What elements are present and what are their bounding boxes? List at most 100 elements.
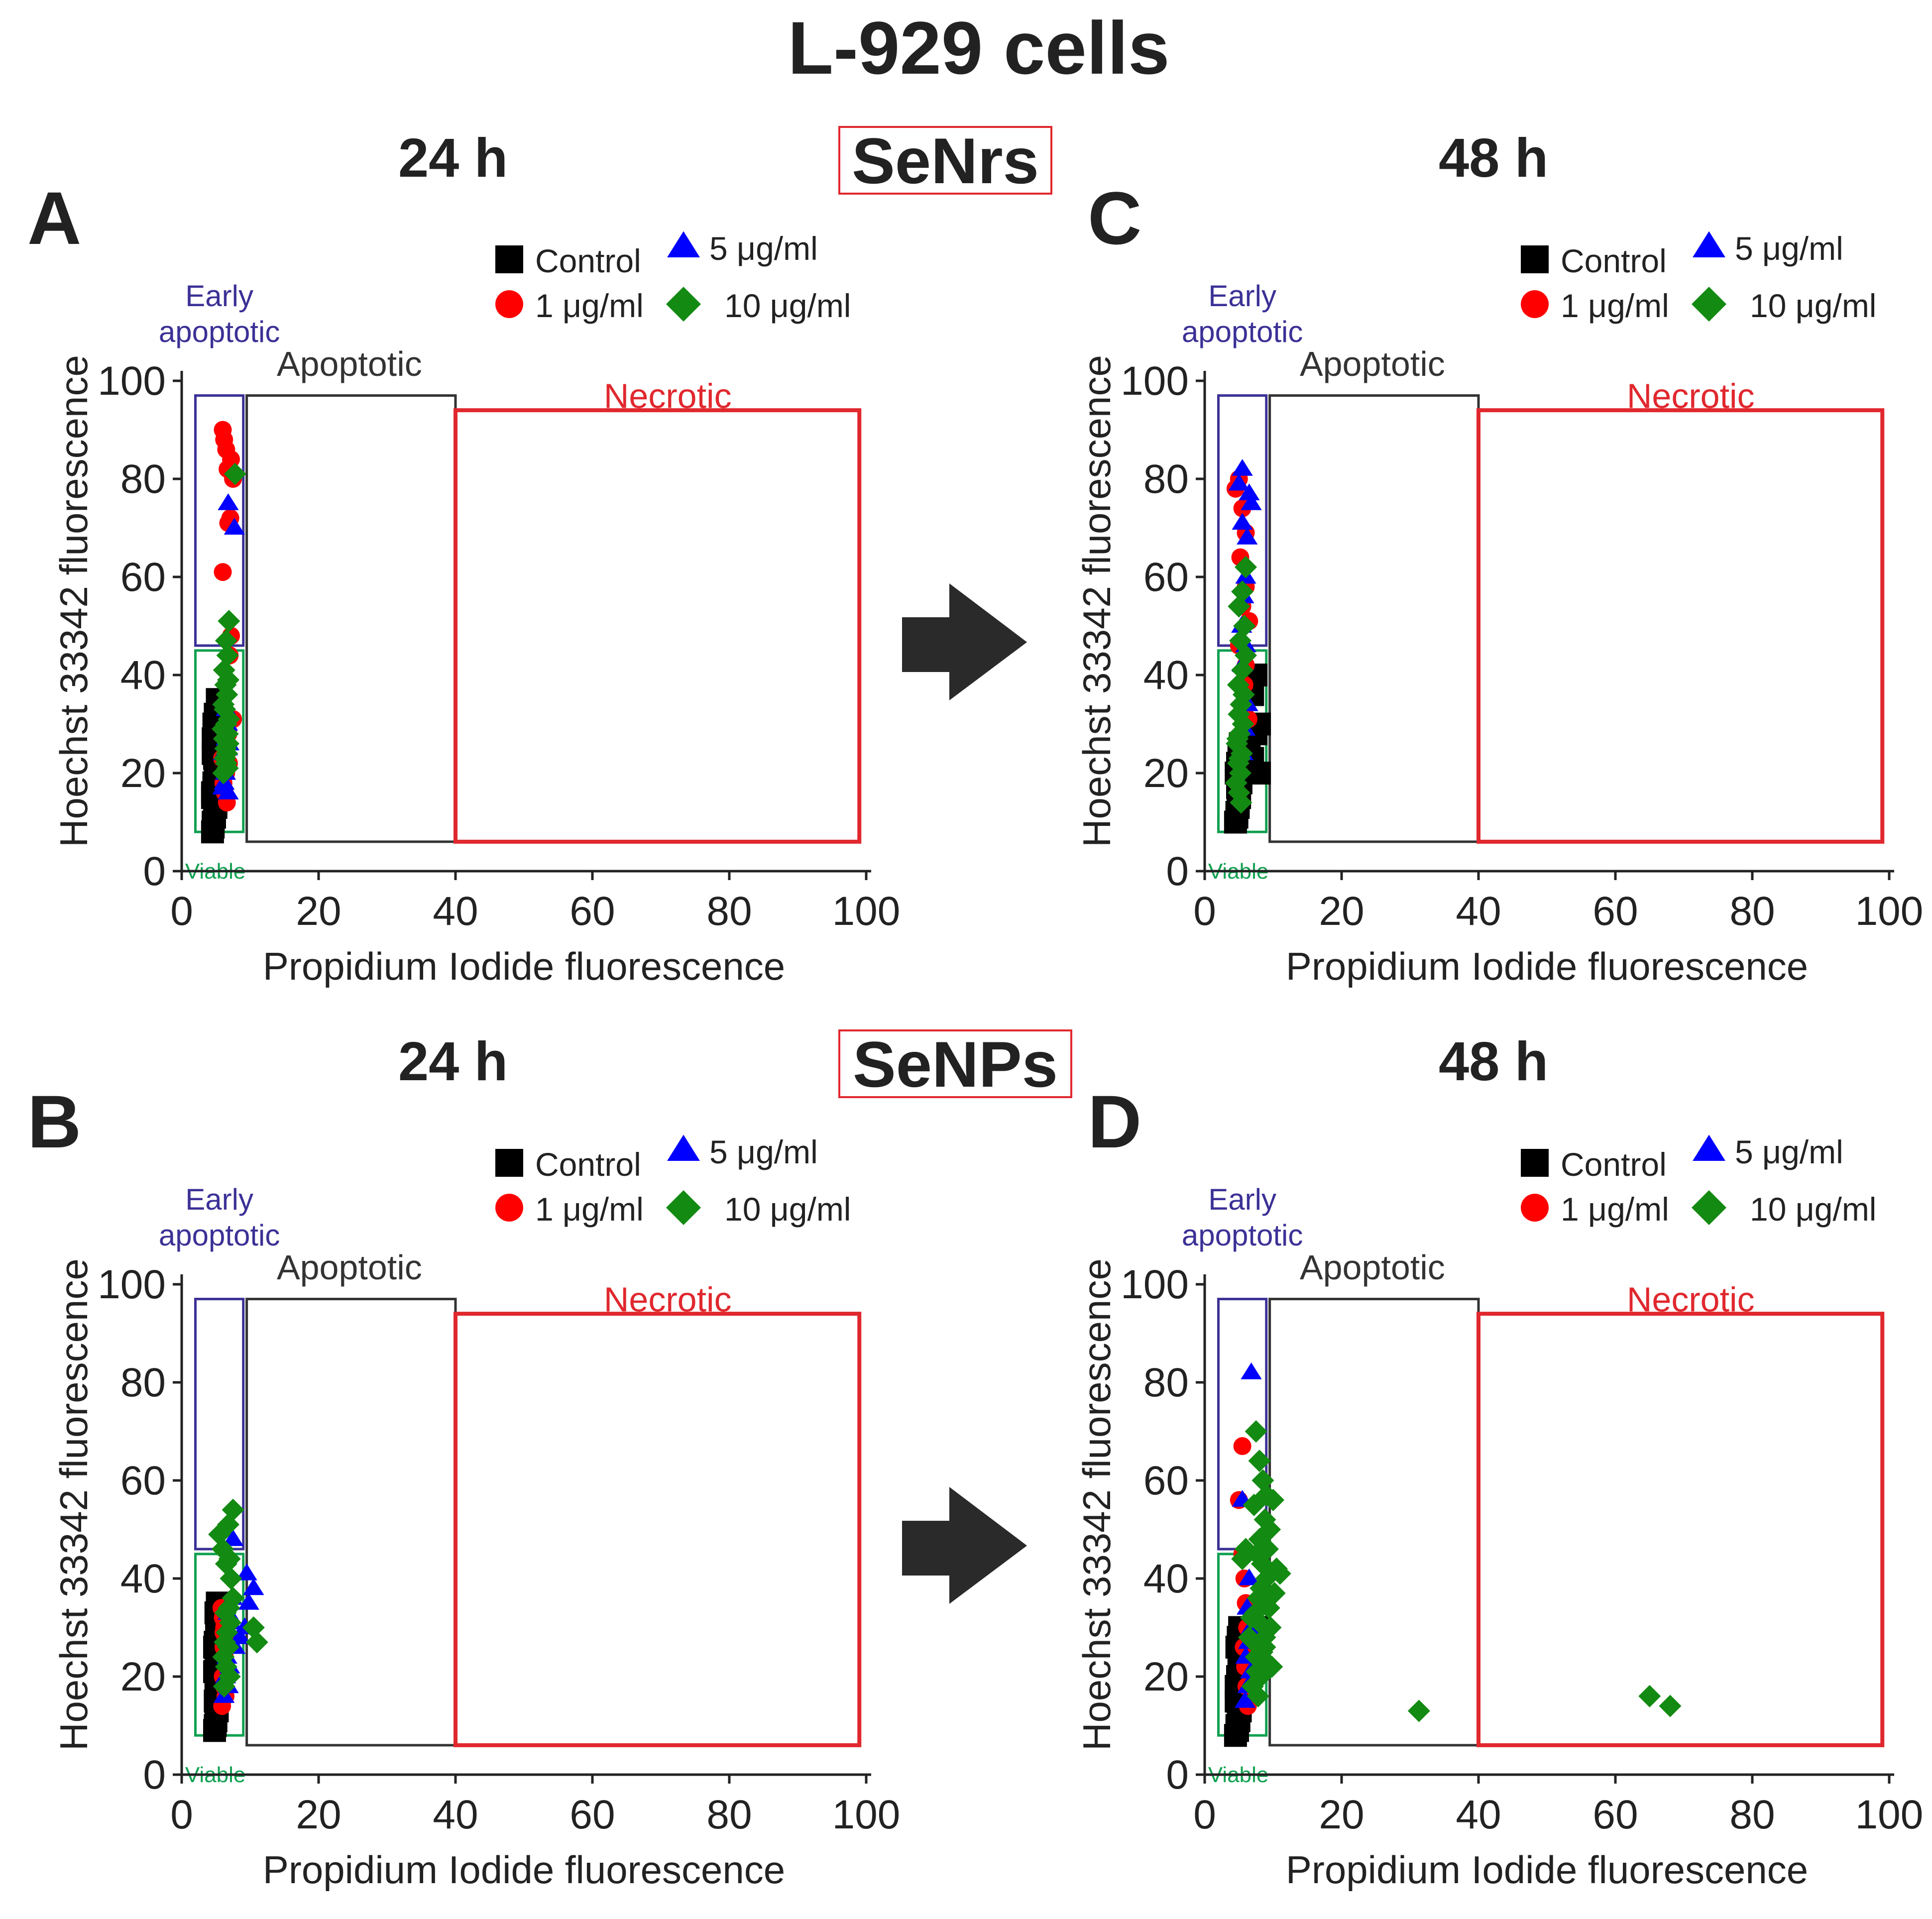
figure-title: L-929 cells: [788, 6, 1169, 90]
data-point: [1234, 1691, 1256, 1708]
x-tick-label: 20: [296, 889, 341, 934]
gate-label-early: Early: [185, 1183, 253, 1216]
gate-label-necrotic: Necrotic: [604, 376, 732, 415]
y-tick-label: 0: [1166, 1752, 1189, 1798]
x-tick-label: 40: [1456, 1792, 1501, 1837]
legend-label: Control: [1561, 1146, 1667, 1183]
data-point: [238, 1593, 259, 1610]
y-tick-label: 20: [120, 751, 166, 796]
legend: Control 5 μg/ml 1 μg/ml 10 μg/ml: [1521, 1133, 1876, 1228]
gate-label-apoptotic: Apoptotic: [277, 1248, 422, 1287]
series-diamond: [208, 1498, 268, 1698]
data-point: [1247, 1685, 1269, 1707]
panel-letter: B: [27, 1080, 81, 1163]
group-label-senps: SeNPs: [853, 1028, 1058, 1101]
data-point: [1228, 747, 1251, 770]
gate-apoptotic: [1268, 1298, 1480, 1747]
gate-necrotic: [454, 1312, 862, 1747]
y-tick-label: 60: [120, 1458, 166, 1503]
data-point: [1232, 513, 1253, 530]
data-point: [208, 1523, 231, 1546]
legend: Control 5 μg/ml 1 μg/ml 10 μg/ml: [495, 1133, 851, 1228]
y-tick-label: 80: [1143, 456, 1189, 502]
panel-d: D Control 5 μg/ml 1 μg/ml 10 μg/ml Earlyapopt…: [1075, 1080, 1923, 1892]
legend-label: 1 μg/ml: [1561, 1191, 1669, 1228]
x-tick-label: 80: [1729, 889, 1775, 934]
gate-apoptotic: [1268, 394, 1480, 843]
group-label-senrs: SeNrs: [852, 124, 1039, 197]
data-point: [245, 1631, 268, 1654]
legend-label: 5 μg/ml: [1735, 230, 1843, 267]
y-tick-label: 100: [98, 358, 166, 404]
legend-marker-triangle: [1693, 1134, 1725, 1161]
x-tick-label: 40: [433, 889, 478, 934]
legend-marker-circle: [495, 290, 523, 318]
legend-marker-square: [495, 1149, 523, 1177]
time-label-48h-bottom: 48 h: [1439, 1031, 1548, 1092]
legend-marker-circle: [1521, 290, 1549, 318]
x-tick-label: 60: [569, 889, 615, 934]
gate-label-early: Early: [1208, 1183, 1276, 1216]
legend-label: 1 μg/ml: [1561, 287, 1669, 324]
x-tick-label: 60: [1592, 889, 1638, 934]
gate-apoptotic: [245, 394, 457, 843]
gate-label-apoptotic: Apoptotic: [277, 344, 422, 383]
legend-label: 1 μg/ml: [535, 287, 644, 324]
data-point: [1230, 791, 1252, 814]
time-label-48h-top: 48 h: [1439, 127, 1548, 189]
legend-marker-circle: [495, 1194, 523, 1222]
legend-marker-diamond: [1692, 287, 1726, 322]
series-diamond: [1231, 1420, 1682, 1722]
legend-label: Control: [535, 1146, 641, 1183]
x-tick-label: 80: [706, 1792, 752, 1837]
gate-label-early: Early: [1208, 279, 1276, 313]
x-tick-label: 20: [1319, 889, 1364, 934]
data-point: [1238, 1626, 1260, 1649]
data-point: [218, 493, 239, 510]
x-axis-label: Propidium Iodide fluorescence: [1286, 1848, 1808, 1892]
data-point: [1239, 483, 1260, 501]
data-point: [243, 1578, 264, 1595]
legend-marker-triangle: [667, 231, 700, 257]
x-tick-label: 80: [1729, 1792, 1775, 1837]
x-tick-label: 60: [1592, 1792, 1638, 1837]
arrow-icon-top: [902, 583, 1027, 700]
data-point: [1239, 1568, 1260, 1585]
data-point: [213, 1675, 235, 1698]
legend-label: Control: [1561, 242, 1667, 279]
panel-letter: C: [1088, 176, 1141, 260]
panel-a: A Control 5 μg/ml 1 μg/ml 10 μg/ml Earlyapopt…: [27, 176, 900, 988]
gate-label-apoptotic: Apoptotic: [1300, 344, 1445, 383]
data-point: [224, 462, 246, 485]
x-tick-label: 60: [569, 1792, 615, 1837]
data-point: [204, 1714, 227, 1737]
y-tick-label: 20: [1143, 1654, 1189, 1699]
legend-label: Control: [535, 242, 641, 279]
x-tick-label: 20: [1319, 1792, 1364, 1837]
y-tick-label: 0: [143, 1752, 166, 1798]
legend-label: 5 μg/ml: [1735, 1133, 1843, 1170]
gate-apoptotic: [245, 1298, 457, 1747]
data-point: [1235, 556, 1257, 578]
gate-label-necrotic: Necrotic: [604, 1280, 732, 1319]
series-diamond: [212, 462, 246, 785]
y-tick-label: 40: [1143, 653, 1189, 698]
y-tick-label: 60: [1143, 1458, 1189, 1503]
x-tick-label: 0: [1193, 889, 1216, 934]
group-box-senrs: [838, 126, 1052, 195]
series-diamond: [1225, 556, 1257, 814]
data-point: [218, 610, 240, 633]
y-tick-label: 100: [1121, 1262, 1189, 1307]
y-tick-label: 60: [1143, 555, 1189, 600]
data-point: [1228, 595, 1250, 618]
data-point: [220, 1567, 242, 1590]
x-tick-label: 0: [170, 1792, 193, 1837]
data-point: [1232, 459, 1253, 476]
data-point: [1659, 1694, 1682, 1717]
legend-label: 1 μg/ml: [535, 1191, 644, 1228]
data-point: [1251, 1469, 1274, 1492]
y-tick-label: 20: [120, 1654, 166, 1699]
data-point: [212, 778, 233, 795]
data-point: [1241, 1362, 1262, 1379]
gate-early-apoptotic: [194, 394, 245, 647]
